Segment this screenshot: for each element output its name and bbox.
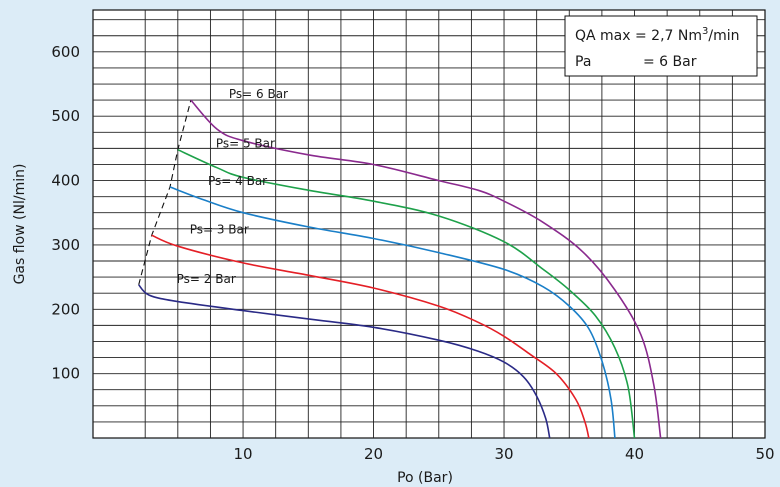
y-tick-label: 600	[51, 43, 80, 61]
x-tick-label: 20	[364, 445, 383, 463]
legend-line-qamax: QA max = 2,7 Nm3/min	[575, 26, 740, 44]
series-line-ps-3	[151, 234, 590, 439]
y-tick-label: 400	[51, 172, 80, 190]
grid-lines	[93, 10, 765, 438]
legend-qamax-prefix: QA max = 2,7 Nm	[575, 28, 702, 44]
legend-line-pa-name: Pa	[575, 54, 591, 70]
tick-labels: 10 20 30 40 50 100 200 300 400 500 600	[51, 43, 774, 463]
series-label-ps-3: Ps= 3 Bar	[190, 222, 249, 236]
x-axis-title: Po (Bar)	[397, 470, 453, 486]
series-label-ps-5: Ps= 5 Bar	[216, 137, 275, 151]
x-tick-label: 30	[494, 445, 513, 463]
series-label-ps-2: Ps= 2 Bar	[177, 272, 236, 286]
y-tick-label: 300	[51, 236, 80, 254]
y-tick-label: 200	[51, 300, 80, 318]
y-axis-title: Gas flow (Nl/min)	[12, 164, 28, 285]
plot-background	[92, 9, 766, 439]
legend-qamax-sup: 3	[702, 26, 708, 37]
legend-qamax-suffix: /min	[708, 28, 739, 44]
series-label-ps-4: Ps= 4 Bar	[208, 174, 267, 188]
series-line-ps-5	[177, 148, 636, 439]
series-line-ps-6	[190, 99, 662, 439]
series-labels: Ps= 2 Bar Ps= 3 Bar Ps= 4 Bar Ps= 5 Bar Ps= …	[177, 87, 288, 286]
y-tick-label: 500	[51, 107, 80, 125]
legend-box: QA max = 2,7 Nm3/min Pa = 6 Bar	[564, 15, 758, 77]
x-tick-label: 10	[234, 445, 253, 463]
y-tick-label: 100	[51, 365, 80, 383]
legend-line-pa-value: = 6 Bar	[643, 54, 697, 70]
x-tick-label: 50	[755, 445, 774, 463]
x-tick-label: 40	[625, 445, 644, 463]
series-line-ps-4	[169, 186, 616, 439]
series-lines	[138, 99, 662, 439]
series-label-ps-6: Ps= 6 Bar	[229, 87, 288, 101]
series-line-ps-2	[138, 284, 551, 439]
